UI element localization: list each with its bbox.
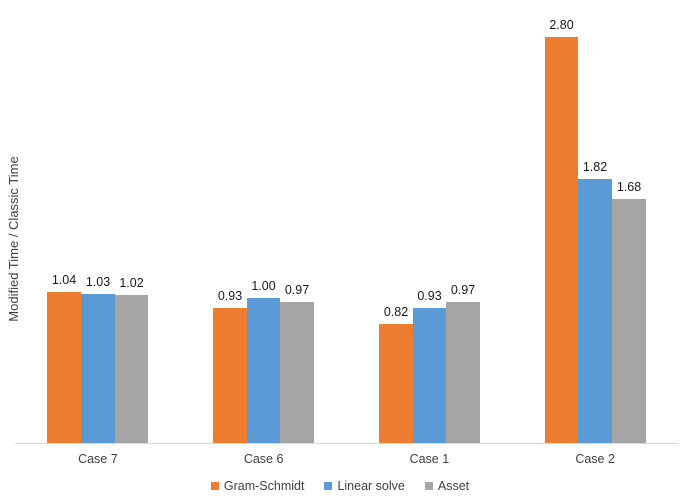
bar-value-label: 0.97	[450, 283, 476, 297]
bar-gram-schmidt-case-7	[47, 292, 81, 443]
bar-value-label: 0.93	[417, 289, 442, 303]
legend-swatch-icon	[424, 482, 433, 490]
x-axis-category-case-7: Case 7	[78, 452, 118, 466]
bar-linear-solve-case-6	[247, 298, 280, 443]
legend-item-linear-solve: Linear solve	[324, 479, 405, 493]
bar-value-label: 0.97	[284, 283, 310, 297]
bar-linear-solve-case-1	[413, 308, 446, 443]
bar-gram-schmidt-case-2	[545, 37, 578, 443]
plot-area: 1.04 1.03 1.02 0.93 1.00 0.97 0.82 0.93 0.97 2.80…	[47, 18, 646, 443]
legend-item-gram-schmidt: Gram-Schmidt	[210, 479, 305, 493]
bar-value-label: 0.82	[383, 305, 409, 319]
bar-asset-case-6	[280, 302, 314, 443]
bar-asset-case-2	[612, 199, 646, 443]
chart-legend: Gram-Schmidt Linear solve Asset	[0, 477, 680, 495]
bar-value-label: 1.68	[616, 180, 642, 194]
bar-linear-solve-case-7	[81, 294, 115, 443]
bar-value-label: 1.82	[582, 160, 608, 174]
bar-value-label: 1.02	[119, 276, 144, 290]
legend-label: Asset	[437, 479, 470, 493]
bar-value-label: 1.04	[51, 273, 77, 287]
legend-item-asset: Asset	[424, 479, 470, 493]
legend-label: Linear solve	[337, 479, 405, 493]
bar-value-label: 1.00	[251, 279, 276, 293]
legend-swatch-icon	[210, 482, 219, 490]
bar-gram-schmidt-case-6	[213, 308, 247, 443]
bar-linear-solve-case-2	[578, 179, 612, 443]
x-axis-category-case-1: Case 1	[409, 452, 450, 466]
legend-swatch-icon	[324, 482, 333, 490]
bar-gram-schmidt-case-1	[379, 324, 413, 443]
bar-value-label: 0.93	[217, 289, 243, 303]
x-axis-line	[15, 443, 678, 444]
legend-label: Gram-Schmidt	[223, 479, 305, 493]
bar-asset-case-1	[446, 302, 480, 443]
x-axis-category-case-2: Case 2	[575, 452, 615, 466]
bar-value-label: 1.03	[85, 275, 111, 289]
bar-asset-case-7	[115, 295, 148, 443]
bar-value-label: 2.80	[549, 18, 574, 32]
x-axis-category-case-6: Case 6	[243, 452, 284, 466]
